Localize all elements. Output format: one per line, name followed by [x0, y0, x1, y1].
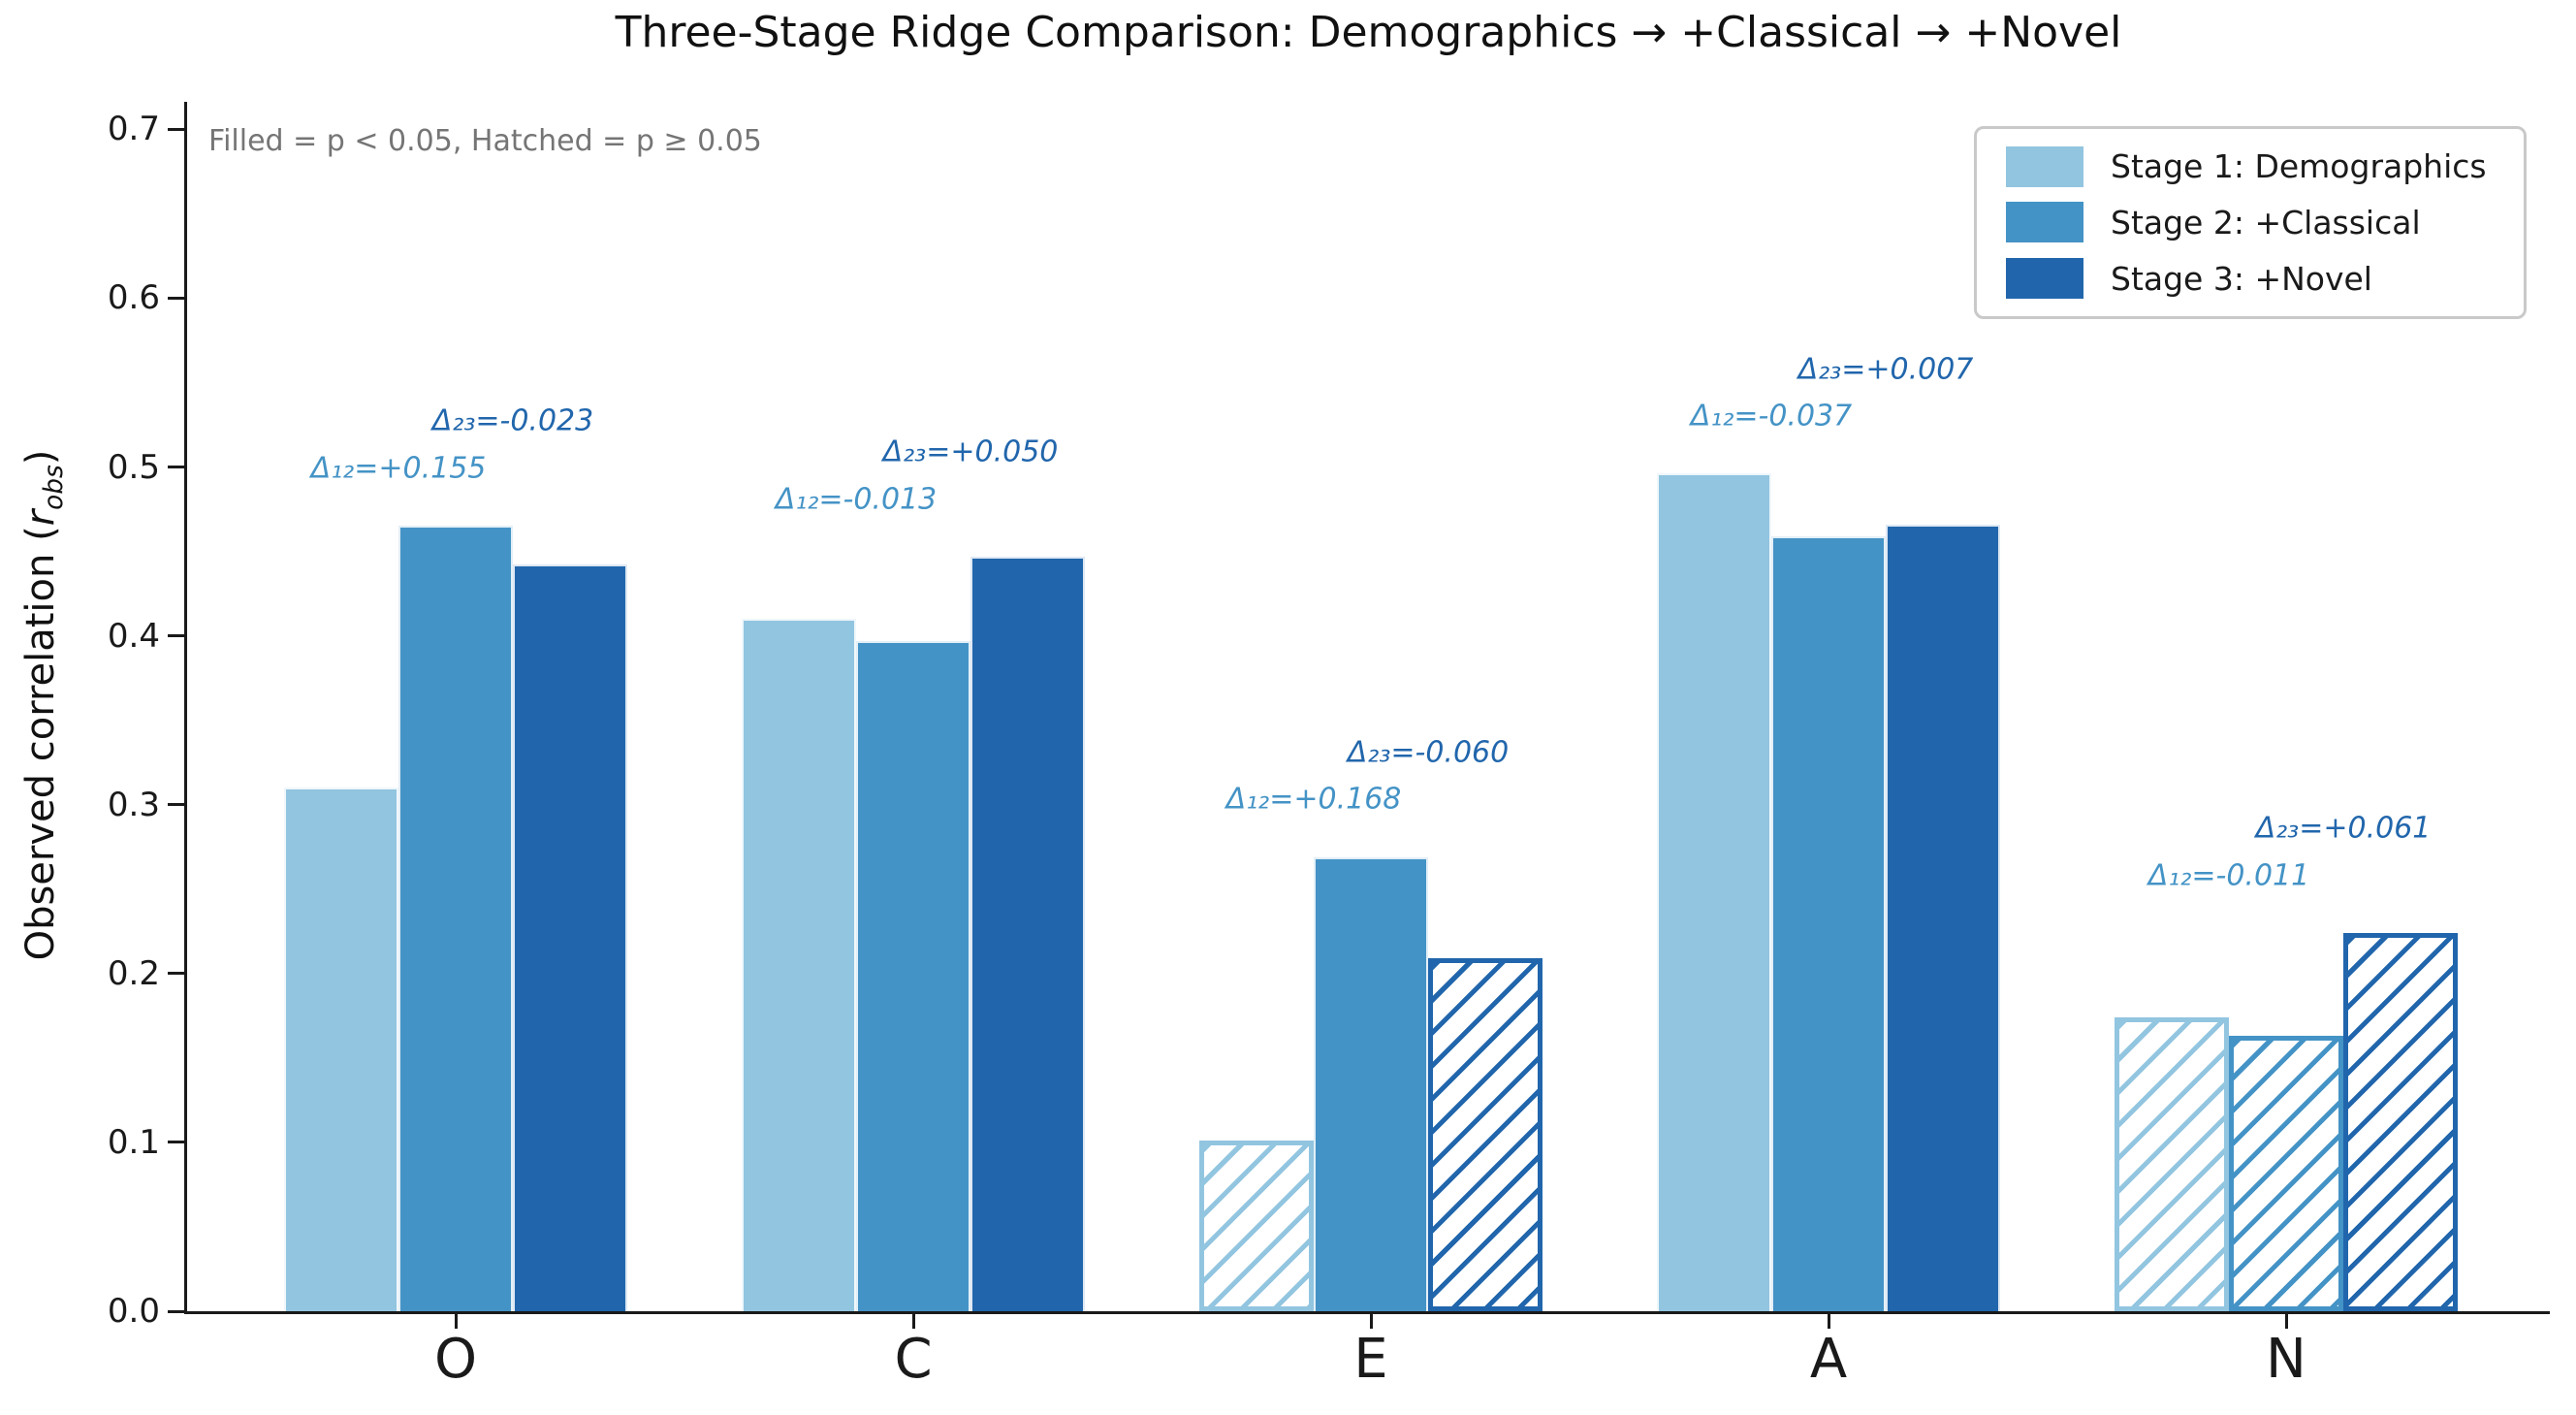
y-tick-mark	[168, 1309, 184, 1313]
legend-swatch-stage3-icon	[2006, 258, 2083, 300]
bar-e-stage1	[1199, 1141, 1314, 1311]
y-tick-label: 0.4	[107, 616, 160, 656]
bar-n-stage1	[2115, 1017, 2229, 1311]
bar-c-stage1	[742, 619, 856, 1311]
y-tick-label: 0.2	[107, 953, 160, 993]
bar-a-stage2	[1771, 535, 1886, 1311]
annotation-delta12-c: Δ₁₂=-0.013	[775, 482, 938, 517]
bar-o-stage1	[284, 788, 398, 1311]
x-tick-label: O	[433, 1328, 478, 1391]
annotation-delta23-a: Δ₂₃=+0.007	[1797, 352, 1974, 387]
y-tick-label: 0.3	[107, 785, 160, 824]
y-tick-mark	[168, 803, 184, 807]
x-tick-label: N	[2266, 1328, 2306, 1391]
legend: Stage 1: Demographics Stage 2: +Classica…	[1974, 126, 2527, 319]
legend-item-stage3: Stage 3: +Novel	[2006, 258, 2514, 300]
annotation-delta12-a: Δ₁₂=-0.037	[1690, 399, 1853, 434]
x-tick-label: C	[894, 1328, 933, 1391]
legend-swatch-stage2-icon	[2006, 202, 2083, 243]
x-tick-mark	[1827, 1314, 1830, 1329]
x-tick-label: E	[1353, 1328, 1388, 1391]
bar-o-stage2	[398, 526, 513, 1311]
annotation-delta23-o: Δ₂₃=-0.023	[431, 403, 594, 438]
legend-swatch-stage1-icon	[2006, 145, 2083, 187]
annotation-delta12-n: Δ₁₂=-0.011	[2147, 858, 2310, 893]
bar-e-stage2	[1314, 856, 1428, 1311]
annotation-delta12-o: Δ₁₂=+0.155	[310, 451, 487, 486]
bar-o-stage3	[513, 564, 627, 1311]
y-tick-label: 0.5	[107, 447, 160, 487]
x-tick-mark	[2284, 1314, 2288, 1329]
legend-item-stage2: Stage 2: +Classical	[2006, 202, 2514, 243]
y-tick-mark	[168, 296, 184, 300]
chart-title: Three-Stage Ridge Comparison: Demographi…	[615, 8, 2122, 57]
x-tick-mark	[911, 1314, 915, 1329]
bar-n-stage3	[2343, 933, 2458, 1311]
y-tick-label: 0.0	[107, 1292, 160, 1331]
bar-e-stage3	[1428, 958, 1542, 1311]
annotation-delta12-e: Δ₁₂=+0.168	[1225, 782, 1402, 817]
annotation-delta23-e: Δ₂₃=-0.060	[1347, 735, 1510, 770]
legend-item-stage1: Stage 1: Demographics	[2006, 145, 2514, 187]
y-tick-mark	[168, 1141, 184, 1144]
annotation-delta23-n: Δ₂₃=+0.061	[2255, 811, 2432, 846]
bar-c-stage2	[856, 640, 970, 1311]
y-tick-label: 0.1	[107, 1122, 160, 1162]
y-tick-label: 0.6	[107, 278, 160, 318]
bar-c-stage3	[970, 556, 1085, 1311]
y-tick-label: 0.7	[107, 110, 160, 149]
y-tick-mark	[168, 466, 184, 468]
legend-label-stage3: Stage 3: +Novel	[2111, 259, 2372, 298]
x-tick-label: A	[1809, 1328, 1848, 1391]
significance-note: Filled = p < 0.05, Hatched = p ≥ 0.05	[208, 124, 762, 158]
x-tick-mark	[1369, 1314, 1373, 1329]
bar-a-stage1	[1657, 473, 1771, 1311]
legend-label-stage1: Stage 1: Demographics	[2111, 147, 2487, 186]
bar-a-stage3	[1886, 524, 2000, 1311]
y-tick-mark	[168, 634, 184, 638]
y-axis-spine	[184, 102, 187, 1314]
annotation-delta23-c: Δ₂₃=+0.050	[882, 434, 1059, 469]
x-axis-spine	[184, 1311, 2550, 1314]
x-tick-mark	[454, 1314, 458, 1329]
y-tick-mark	[168, 972, 184, 976]
legend-label-stage2: Stage 2: +Classical	[2111, 203, 2421, 241]
bar-n-stage2	[2229, 1036, 2343, 1311]
y-tick-mark	[168, 127, 184, 131]
